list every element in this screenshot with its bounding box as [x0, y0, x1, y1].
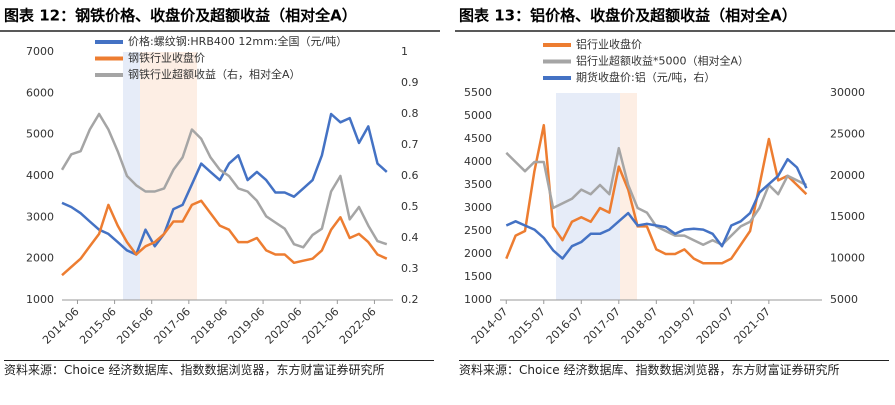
- legend-label: 价格:螺纹钢:HRB400 12mm:全国（元/吨）: [128, 34, 347, 48]
- y2-tick-label: 0.5: [401, 200, 419, 213]
- y2-tick-label: 0.6: [401, 169, 419, 182]
- x-tick-label: 2021-07: [731, 305, 773, 347]
- y2-tick-label: 15000: [830, 210, 865, 223]
- y-tick-label: 2000: [464, 247, 492, 260]
- y2-tick-label: 0.9: [401, 76, 419, 89]
- series-line: [505, 146, 807, 247]
- y-tick-label: 4000: [464, 155, 492, 168]
- series-line: [61, 199, 388, 277]
- panel: 图表 13：铝价格、收盘价及超额收益（相对全A） 1000 1500 2000 250…: [455, 0, 895, 405]
- shade: [123, 52, 140, 300]
- y-tick-label: 3000: [26, 210, 54, 223]
- chart-title: 图表 13：铝价格、收盘价及超额收益（相对全A）: [459, 7, 797, 25]
- source: 资料来源：Choice 经济数据库、指数数据浏览器，东方财富证券研究所: [4, 360, 434, 379]
- series-line: [505, 157, 808, 260]
- y-tick-label: 3000: [464, 201, 492, 214]
- y-tick-label: 4000: [26, 169, 54, 182]
- legend-label: 铝行业收盘价: [576, 37, 642, 51]
- y-tick-label: 4500: [464, 132, 492, 145]
- x-tick-label: 2015-06: [77, 305, 119, 347]
- chart: 图表 12：钢铁价格、收盘价及超额收益（相对全A） 1000 2000 3000 40…: [0, 7, 440, 347]
- y2-tick-label: 0.7: [401, 138, 419, 151]
- y-tick-label: 1000: [26, 293, 54, 306]
- x-tick-label: 2018-06: [188, 305, 230, 347]
- x-tick-label: 2017-07: [581, 305, 623, 347]
- y-tick-label: 7000: [26, 45, 54, 58]
- y2-tick-label: 5000: [830, 293, 858, 306]
- y2-tick-label: 0.2: [401, 293, 419, 306]
- legend-label: 铝行业超额收益*5000（相对全A）: [576, 54, 749, 68]
- y2-tick-label: 0.4: [401, 231, 419, 244]
- panel: 图表 12：钢铁价格、收盘价及超额收益（相对全A） 1000 2000 3000 40…: [0, 0, 440, 405]
- legend-label: 钢铁行业收盘价: [128, 51, 205, 65]
- x-tick-label: 2022-06: [337, 305, 379, 347]
- legend-label: 钢铁行业超额收益（右，相对全A）: [128, 67, 301, 81]
- y-tick-label: 5000: [26, 128, 54, 141]
- x-tick-label: 2016-07: [544, 305, 586, 347]
- series-line: [60, 112, 388, 249]
- x-tick-label: 2019-06: [226, 305, 268, 347]
- x-tick-label: 2014-07: [469, 305, 511, 347]
- y2-tick-label: 30000: [830, 86, 865, 99]
- shade: [620, 93, 637, 300]
- chart: 图表 13：铝价格、收盘价及超额收益（相对全A） 1000 1500 2000 250…: [455, 7, 895, 347]
- y2-tick-label: 10000: [830, 252, 865, 265]
- y-tick-label: 3500: [464, 178, 492, 191]
- y-tick-label: 2000: [26, 252, 54, 265]
- x-tick-label: 2021-06: [300, 305, 342, 347]
- y-tick-label: 5000: [464, 109, 492, 122]
- x-tick-label: 2016-06: [114, 305, 156, 347]
- y-tick-label: 2500: [464, 224, 492, 237]
- shade: [140, 52, 197, 300]
- x-tick-label: 2019-07: [656, 305, 698, 347]
- y2-tick-label: 0.3: [401, 262, 419, 275]
- shade: [556, 93, 620, 300]
- y2-tick-label: 1: [401, 45, 408, 58]
- x-tick-label: 2018-07: [619, 305, 661, 347]
- x-tick-label: 2015-07: [506, 305, 548, 347]
- chart-title: 图表 12：钢铁价格、收盘价及超额收益（相对全A）: [4, 7, 357, 25]
- source: 资料来源：Choice 经济数据库、指数数据浏览器，东方财富证券研究所: [459, 360, 889, 379]
- x-tick-label: 2017-06: [151, 305, 193, 347]
- x-tick-label: 2020-07: [694, 305, 736, 347]
- y2-tick-label: 20000: [830, 169, 865, 182]
- y-tick-label: 6000: [26, 86, 54, 99]
- x-tick-label: 2020-06: [263, 305, 305, 347]
- x-tick-label: 2014-06: [40, 305, 82, 347]
- y2-tick-label: 25000: [830, 127, 865, 140]
- y2-tick-label: 0.8: [401, 107, 419, 120]
- y-tick-label: 1500: [464, 270, 492, 283]
- legend-label: 期货收盘价:铝（元/吨，右）: [576, 70, 715, 84]
- y-tick-label: 1000: [464, 293, 492, 306]
- y-tick-label: 5500: [464, 86, 492, 99]
